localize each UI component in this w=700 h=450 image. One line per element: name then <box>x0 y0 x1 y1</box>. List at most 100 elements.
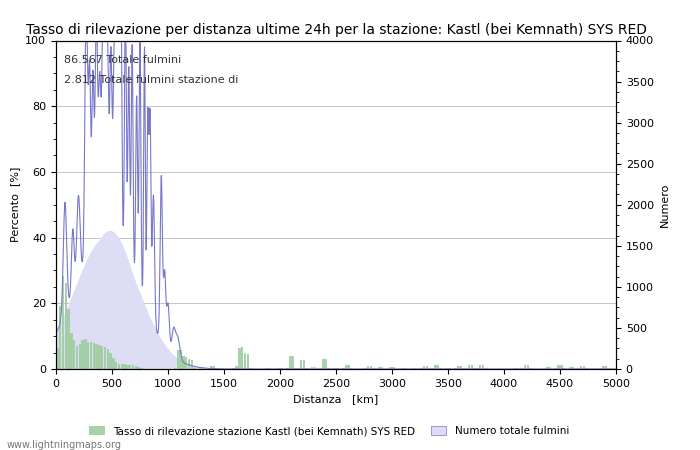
Bar <box>291 356 294 369</box>
Bar <box>101 346 104 369</box>
Bar <box>594 368 596 369</box>
Bar <box>325 359 328 369</box>
Bar <box>76 346 78 369</box>
Text: www.lightningmaps.org: www.lightningmaps.org <box>7 440 122 450</box>
Bar <box>305 368 308 369</box>
Bar <box>456 366 459 369</box>
Bar <box>286 368 288 369</box>
Bar <box>560 365 563 369</box>
Bar <box>62 276 64 369</box>
Bar <box>269 368 272 369</box>
Bar <box>90 342 92 369</box>
Bar <box>549 367 552 369</box>
Bar <box>238 348 241 369</box>
Bar <box>64 284 67 369</box>
Y-axis label: Numero: Numero <box>659 183 669 227</box>
Bar <box>524 365 526 369</box>
Bar <box>322 359 325 369</box>
Bar <box>300 360 302 369</box>
Bar <box>244 353 246 369</box>
Bar <box>414 368 417 369</box>
Bar <box>591 368 594 369</box>
Bar <box>118 364 120 369</box>
Bar <box>140 368 143 369</box>
Bar <box>179 350 182 369</box>
Bar <box>428 368 431 369</box>
Bar <box>81 340 84 369</box>
Bar <box>213 366 216 369</box>
Bar <box>350 368 353 369</box>
Bar <box>235 366 238 369</box>
Bar <box>521 368 524 369</box>
Bar <box>98 345 101 369</box>
X-axis label: Distanza   [km]: Distanza [km] <box>293 394 379 404</box>
Bar <box>129 365 132 369</box>
Bar <box>546 367 549 369</box>
Bar <box>199 367 202 369</box>
Bar <box>311 367 314 369</box>
Bar <box>297 368 300 369</box>
Bar <box>95 344 98 369</box>
Bar <box>182 356 185 369</box>
Bar <box>582 366 585 369</box>
Bar <box>185 357 188 369</box>
Bar <box>448 368 451 369</box>
Bar <box>190 360 193 369</box>
Bar <box>132 365 134 369</box>
Legend: Tasso di rilevazione stazione Kastl (bei Kemnath) SYS RED, Numero totale fulmini: Tasso di rilevazione stazione Kastl (bei… <box>85 422 573 440</box>
Bar <box>277 368 280 369</box>
Bar <box>328 368 330 369</box>
Bar <box>423 366 426 369</box>
Bar <box>580 366 582 369</box>
Bar <box>571 367 574 369</box>
Bar <box>367 366 370 369</box>
Bar <box>249 368 252 369</box>
Bar <box>392 367 395 369</box>
Bar <box>232 368 235 369</box>
Text: 2.812 Totale fulmini stazione di: 2.812 Totale fulmini stazione di <box>64 75 239 85</box>
Bar <box>109 353 112 369</box>
Bar <box>412 368 414 369</box>
Bar <box>246 355 249 369</box>
Text: 86.567 Totale fulmini: 86.567 Totale fulmini <box>64 55 182 65</box>
Bar <box>470 365 473 369</box>
Bar <box>288 356 291 369</box>
Bar <box>512 368 515 369</box>
Bar <box>440 368 442 369</box>
Bar <box>459 366 462 369</box>
Bar <box>92 343 95 369</box>
Bar <box>126 365 129 369</box>
Bar <box>602 366 605 369</box>
Bar <box>473 368 476 369</box>
Y-axis label: Percento  [%]: Percento [%] <box>10 167 20 243</box>
Bar <box>445 368 448 369</box>
Bar <box>389 367 392 369</box>
Bar <box>476 368 479 369</box>
Bar <box>426 366 428 369</box>
Bar <box>336 368 339 369</box>
Bar <box>420 368 423 369</box>
Title: Tasso di rilevazione per distanza ultime 24h per la stazione: Kastl (bei Kemnath: Tasso di rilevazione per distanza ultime… <box>25 22 647 36</box>
Bar <box>70 333 73 369</box>
Bar <box>484 368 487 369</box>
Bar <box>479 365 482 369</box>
Bar <box>294 368 297 369</box>
Bar <box>241 347 244 369</box>
Bar <box>112 358 115 369</box>
Bar <box>123 364 126 369</box>
Bar <box>106 350 109 369</box>
Bar <box>568 367 571 369</box>
Bar <box>468 365 470 369</box>
Bar <box>137 367 140 369</box>
Bar <box>87 342 90 369</box>
Bar <box>347 365 350 369</box>
Bar <box>174 368 176 369</box>
Bar <box>280 368 283 369</box>
Bar <box>266 368 269 369</box>
Bar <box>59 306 62 369</box>
Bar <box>378 367 381 369</box>
Bar <box>437 365 440 369</box>
Bar <box>434 365 437 369</box>
Bar <box>104 347 106 369</box>
Bar <box>333 368 336 369</box>
